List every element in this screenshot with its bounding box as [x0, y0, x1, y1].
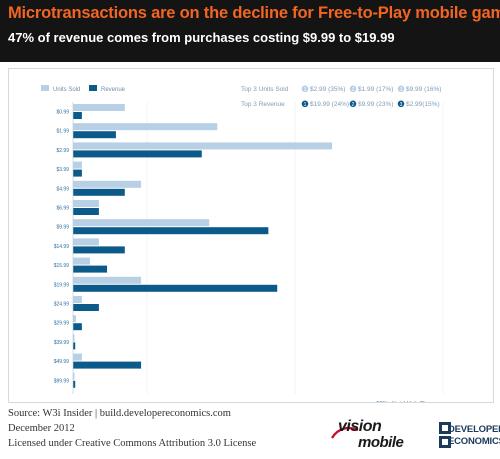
y-tick-label: $49.99 — [54, 359, 70, 365]
bar-revenue — [73, 265, 108, 273]
y-tick-label: $39.99 — [54, 340, 70, 346]
bar-units-sold — [73, 123, 218, 131]
legend: Units Sold Revenue — [41, 85, 126, 93]
bar-units-sold — [73, 238, 99, 246]
y-tick-label: $29.99 — [54, 321, 70, 327]
y-tick-label: $6.99 — [56, 206, 69, 212]
bar-revenue — [73, 323, 82, 331]
visionmobile-logo-text-2: mobile — [358, 434, 404, 451]
y-tick-label: $3.99 — [56, 167, 69, 173]
top3-units-label: Top 3 Units Sold — [241, 86, 289, 93]
bar-revenue — [73, 342, 76, 350]
bar-units-sold — [73, 372, 75, 380]
bar-chart: Units Sold Revenue Top 3 Units Sold Top … — [41, 85, 444, 402]
legend-label-revenue: Revenue — [101, 87, 126, 93]
developer-economics-logo: DEVELOPER ECONOMICS — [432, 420, 500, 454]
developer-economics-icon — [439, 422, 451, 448]
bar-revenue — [73, 361, 142, 369]
bar-revenue — [73, 227, 269, 235]
y-tick-label: $99.99 — [54, 378, 70, 384]
bar-revenue — [73, 112, 82, 119]
rank-badge — [301, 85, 309, 93]
developer-economics-text-2: ECONOMICS — [448, 436, 500, 447]
rank-badge — [397, 100, 405, 108]
bar-revenue — [73, 131, 116, 139]
top3-box: Top 3 Units Sold Top 3 Revenue 1 $2.99 (3… — [241, 85, 441, 108]
developer-economics-text-1: DEVELOPER — [448, 424, 500, 435]
bar-units-sold — [73, 142, 332, 150]
bar-units-sold — [73, 276, 142, 284]
legend-swatch-revenue — [89, 85, 97, 91]
bar-revenue — [73, 208, 99, 215]
y-tick-label: $24.99 — [54, 302, 70, 308]
bar-units-sold — [73, 334, 75, 342]
top3-item: $9.99 (16%) — [406, 86, 441, 93]
top3-item: $19.99 (24%) — [310, 101, 349, 108]
bar-units-sold — [73, 296, 82, 303]
bar-revenue — [73, 304, 99, 311]
page-subtitle: 47% of revenue comes from purchases cost… — [8, 30, 395, 45]
bar-revenue — [73, 150, 202, 158]
x-axis: 50% of total Units/Revenue10%30%50% — [72, 102, 443, 402]
y-tick-label: $2.99 — [56, 148, 69, 154]
bar-units-sold — [73, 200, 99, 207]
rank-badge — [397, 85, 405, 93]
bar-revenue — [73, 246, 125, 254]
rank-badge — [349, 85, 357, 93]
bar-units-sold — [73, 315, 76, 323]
rank-number: 2 — [352, 102, 355, 108]
bar-revenue — [73, 380, 76, 388]
rank-number: 1 — [304, 102, 307, 108]
bar-revenue — [73, 188, 125, 196]
legend-swatch-units — [41, 85, 49, 91]
y-tick-label: $0.99 — [56, 110, 69, 116]
bar-units-sold — [73, 104, 125, 111]
legend-label-units: Units Sold — [53, 87, 80, 93]
date-text: December 2012 — [8, 423, 75, 434]
y-tick-label: $15.99 — [54, 263, 70, 269]
top3-item: $2.99 (35%) — [310, 86, 345, 93]
rank-number: 3 — [400, 87, 403, 93]
header-banner: Microtransactions are on the decline for… — [0, 0, 500, 62]
x-axis-title: 50% of total Units/Revenue — [376, 401, 443, 402]
chart-panel: Units Sold Revenue Top 3 Units Sold Top … — [8, 68, 494, 403]
top3-item: $1.99 (17%) — [358, 86, 393, 93]
top3-item: $2.99(15%) — [406, 101, 440, 108]
top3-revenue-label: Top 3 Revenue — [241, 101, 285, 108]
bar-units-sold — [73, 180, 142, 188]
bars — [73, 104, 332, 388]
bar-revenue — [73, 284, 278, 292]
bar-units-sold — [73, 219, 210, 227]
rank-badge — [349, 100, 357, 108]
y-axis-labels: $0.99 $1.99 $2.99 $3.99 $4.99 $6.99 $9.99 $14.9… — [54, 110, 70, 385]
visionmobile-logo: vision mobile — [330, 418, 425, 454]
license-text: Licensed under Creative Commons Attribut… — [8, 438, 257, 449]
y-tick-label: $9.99 — [56, 225, 69, 231]
y-tick-label: $1.99 — [56, 129, 69, 135]
y-tick-label: $14.99 — [54, 244, 70, 250]
top3-item: $9.99 (23%) — [358, 101, 393, 108]
bar-revenue — [73, 169, 82, 177]
bar-units-sold — [73, 161, 82, 169]
bar-units-sold — [73, 353, 82, 361]
rank-badge — [301, 100, 309, 108]
rank-number: 2 — [352, 87, 355, 93]
rank-number: 1 — [304, 87, 307, 93]
y-tick-label: $19.99 — [54, 282, 70, 288]
source-text: Source: W3i Insider | build.developereco… — [8, 408, 231, 419]
swoosh-icon — [330, 426, 359, 439]
bar-units-sold — [73, 257, 91, 265]
y-tick-label: $4.99 — [56, 186, 69, 192]
visionmobile-logo-text-1: vision — [338, 418, 382, 435]
page-title: Microtransactions are on the decline for… — [8, 4, 500, 22]
rank-number: 3 — [400, 102, 403, 108]
